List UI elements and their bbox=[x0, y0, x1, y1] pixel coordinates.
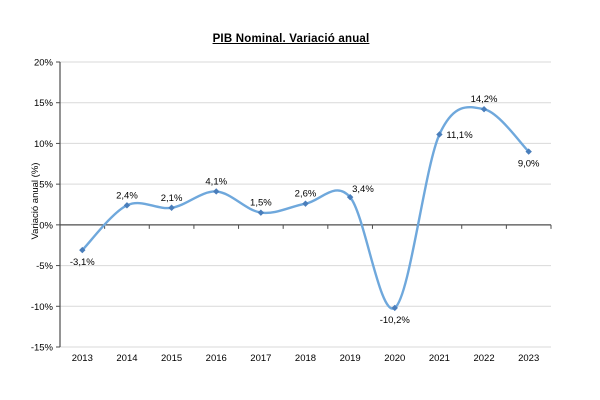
data-label: 1,5% bbox=[250, 198, 272, 209]
x-tick-label: 2021 bbox=[429, 353, 450, 364]
y-tick-label: -15% bbox=[31, 343, 54, 354]
x-tick-label: 2023 bbox=[518, 353, 539, 364]
data-label: 11,1% bbox=[446, 130, 473, 141]
y-tick-label: 0% bbox=[39, 220, 53, 231]
data-label: 9,0% bbox=[518, 159, 540, 170]
y-tick-label: 10% bbox=[34, 139, 54, 150]
x-tick-label: 2016 bbox=[206, 353, 227, 364]
x-tick-label: 2019 bbox=[340, 353, 361, 364]
y-tick-label: -10% bbox=[31, 302, 54, 313]
y-tick-label: 15% bbox=[34, 98, 54, 109]
chart-title: PIB Nominal. Variació anual bbox=[212, 33, 370, 45]
x-tick-label: 2017 bbox=[250, 353, 271, 364]
data-label: -10,2% bbox=[380, 315, 411, 326]
data-line bbox=[81, 105, 530, 310]
data-label: 2,4% bbox=[116, 190, 138, 201]
data-point-marker bbox=[257, 209, 265, 216]
data-point-marker bbox=[168, 204, 175, 211]
data-point-marker bbox=[213, 188, 220, 195]
data-point-marker bbox=[480, 106, 488, 113]
data-point-marker bbox=[346, 193, 354, 201]
y-axis-title: Variació anual (%) bbox=[30, 163, 41, 240]
data-point-marker bbox=[123, 202, 131, 209]
x-tick-label: 2014 bbox=[116, 353, 137, 364]
data-label: 3,4% bbox=[352, 184, 374, 195]
data-label: 4,1% bbox=[205, 176, 227, 187]
data-point-marker bbox=[302, 200, 309, 207]
x-tick-label: 2013 bbox=[72, 353, 93, 364]
data-point-marker bbox=[79, 246, 86, 254]
data-label: 2,6% bbox=[295, 189, 317, 200]
data-label: -3,1% bbox=[70, 257, 95, 268]
x-tick-label: 2018 bbox=[295, 353, 316, 364]
y-tick-label: 5% bbox=[39, 180, 53, 191]
y-tick-label: -5% bbox=[36, 261, 53, 272]
x-tick-label: 2022 bbox=[473, 353, 494, 364]
data-point-marker bbox=[525, 148, 532, 155]
data-point-marker bbox=[391, 304, 398, 312]
data-label: 14,2% bbox=[471, 94, 498, 105]
data-label: 2,1% bbox=[161, 193, 183, 204]
x-tick-label: 2015 bbox=[161, 353, 182, 364]
data-point-marker bbox=[436, 131, 443, 138]
y-tick-label: 20% bbox=[34, 58, 54, 69]
x-tick-label: 2020 bbox=[384, 353, 405, 364]
